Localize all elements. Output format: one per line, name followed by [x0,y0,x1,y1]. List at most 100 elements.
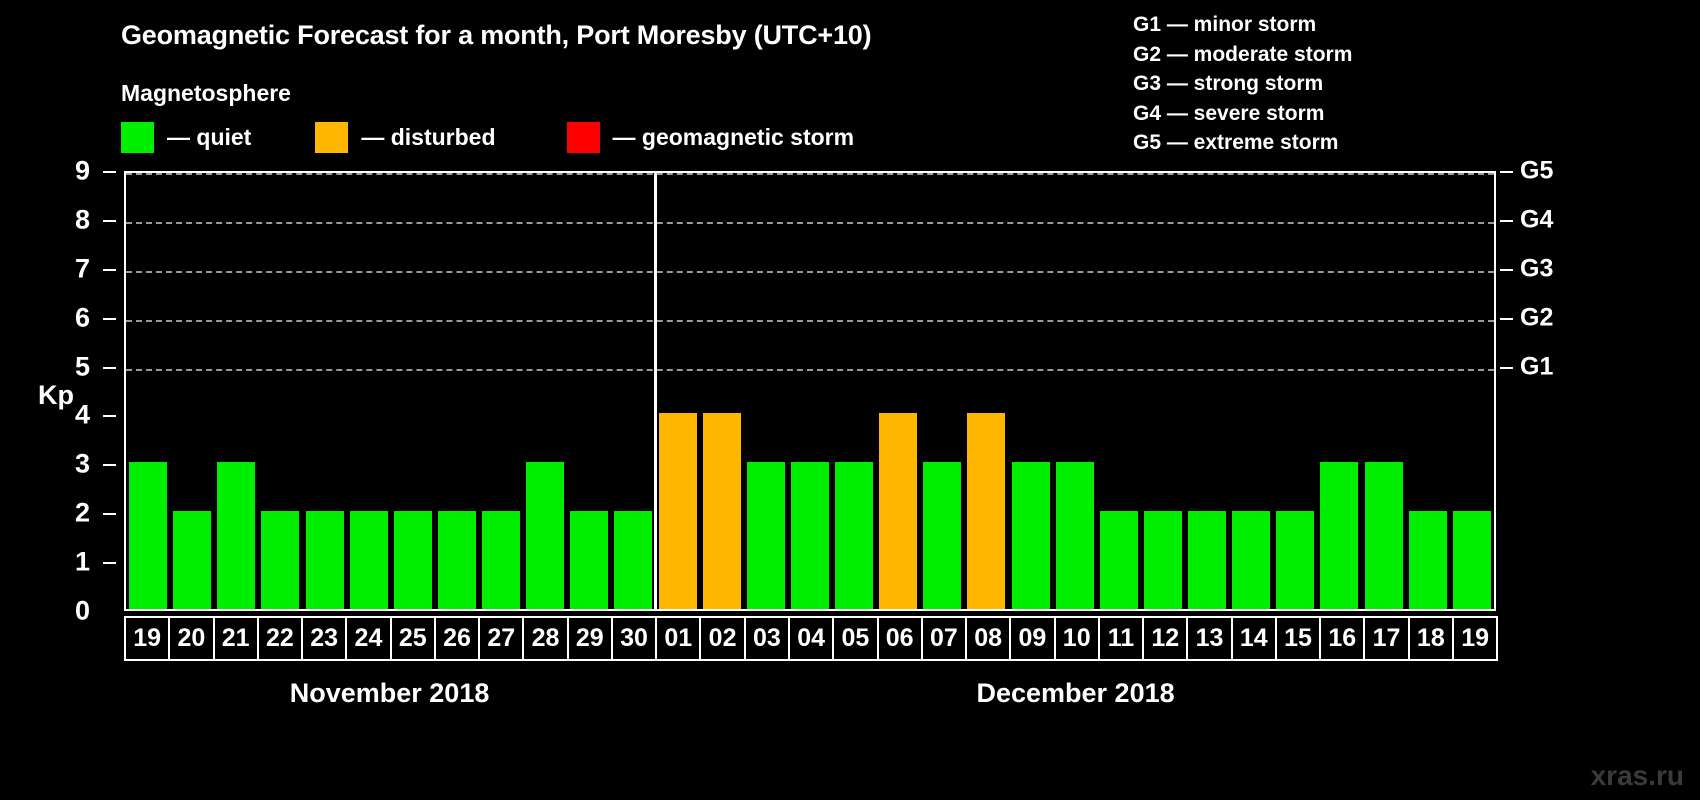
date-label-03[interactable]: 03 [743,616,790,661]
date-label-24[interactable]: 24 [345,616,392,661]
bar-10[interactable] [1055,462,1094,609]
date-label-09[interactable]: 09 [1009,616,1056,661]
bar-05[interactable] [835,462,874,609]
gridline-g3 [126,270,1494,273]
bar-18[interactable] [1408,511,1447,609]
bar-cell[interactable] [567,173,611,609]
bar-07[interactable] [923,462,962,609]
bar-cell[interactable] [876,173,920,609]
date-label-28[interactable]: 28 [522,616,569,661]
date-label-15[interactable]: 15 [1274,616,1322,661]
bar-21[interactable] [217,462,256,609]
bar-30[interactable] [614,511,653,609]
bar-12[interactable] [1143,511,1182,609]
bar-16[interactable] [1320,462,1359,609]
bar-19[interactable] [129,462,168,609]
bar-04[interactable] [790,462,829,609]
g-tick-label-g5: G5 [1520,156,1554,185]
bar-cell[interactable] [700,173,744,609]
bar-cell[interactable] [1450,173,1494,609]
bar-cell[interactable] [1273,173,1317,609]
bar-27[interactable] [482,511,521,609]
date-label-11[interactable]: 11 [1097,616,1145,661]
bar-cell[interactable] [347,173,391,609]
y-tick-7 [103,268,116,271]
bar-cell[interactable] [1406,173,1450,609]
bar-cell[interactable] [126,173,170,609]
date-label-08[interactable]: 08 [965,616,1012,661]
date-label-20[interactable]: 20 [168,616,215,661]
bar-cell[interactable] [744,173,788,609]
bar-cell[interactable] [1317,173,1361,609]
bar-cell[interactable] [964,173,1008,609]
bar-13[interactable] [1188,511,1227,609]
bar-cell[interactable] [832,173,876,609]
bar-cell[interactable] [1185,173,1229,609]
bar-cell[interactable] [523,173,567,609]
date-label-04[interactable]: 04 [787,616,835,661]
bar-28[interactable] [526,462,565,609]
bar-cell[interactable] [1097,173,1141,609]
bar-24[interactable] [349,511,388,609]
bar-cell[interactable] [303,173,347,609]
bar-cell[interactable] [391,173,435,609]
bar-cell[interactable] [611,173,655,609]
date-label-05[interactable]: 05 [832,616,879,661]
bar-23[interactable] [305,511,344,609]
date-label-23[interactable]: 23 [301,616,348,661]
bar-20[interactable] [173,511,212,609]
bar-cell[interactable] [920,173,964,609]
date-label-21[interactable]: 21 [212,616,259,661]
date-label-12[interactable]: 12 [1142,616,1189,661]
bar-26[interactable] [437,511,476,609]
bar-cell[interactable] [1009,173,1053,609]
bar-cell[interactable] [258,173,302,609]
bar-29[interactable] [570,511,609,609]
date-label-16[interactable]: 16 [1319,616,1366,661]
bar-09[interactable] [1011,462,1050,609]
bar-cell[interactable] [170,173,214,609]
date-label-22[interactable]: 22 [256,616,304,661]
bar-11[interactable] [1099,511,1138,609]
bar-cell[interactable] [479,173,523,609]
bar-02[interactable] [702,413,741,609]
date-label-06[interactable]: 06 [876,616,923,661]
date-label-26[interactable]: 26 [433,616,481,661]
date-label-19[interactable]: 19 [124,616,171,661]
date-label-10[interactable]: 10 [1053,616,1100,661]
bar-19[interactable] [1452,511,1491,609]
bar-14[interactable] [1232,511,1271,609]
date-label-29[interactable]: 29 [566,616,613,661]
date-label-07[interactable]: 07 [920,616,968,661]
bar-03[interactable] [746,462,785,609]
date-label-18[interactable]: 18 [1407,616,1454,661]
bar-cell[interactable] [788,173,832,609]
bar-25[interactable] [393,511,432,609]
bar-cell[interactable] [1362,173,1406,609]
legend-item-quiet: — quiet [121,122,251,153]
bar-22[interactable] [261,511,300,609]
bar-cell[interactable] [656,173,700,609]
date-label-19[interactable]: 19 [1451,616,1499,661]
date-label-01[interactable]: 01 [655,616,702,661]
bar-cell[interactable] [214,173,258,609]
date-label-13[interactable]: 13 [1186,616,1233,661]
bar-17[interactable] [1364,462,1403,609]
bar-15[interactable] [1276,511,1315,609]
date-label-17[interactable]: 17 [1363,616,1410,661]
date-label-30[interactable]: 30 [610,616,658,661]
date-label-02[interactable]: 02 [699,616,746,661]
legend-item-storm: — geomagnetic storm [566,122,854,153]
bar-08[interactable] [967,413,1006,609]
bar-cell[interactable] [1053,173,1097,609]
g-tick-label-g3: G3 [1520,254,1554,283]
y-tick-label-9: 9 [74,155,90,186]
bar-06[interactable] [879,413,918,609]
bar-cell[interactable] [435,173,479,609]
date-label-27[interactable]: 27 [478,616,525,661]
bar-01[interactable] [658,413,697,609]
bar-cell[interactable] [1229,173,1273,609]
date-label-14[interactable]: 14 [1230,616,1277,661]
date-label-25[interactable]: 25 [389,616,436,661]
bar-cell[interactable] [1141,173,1185,609]
